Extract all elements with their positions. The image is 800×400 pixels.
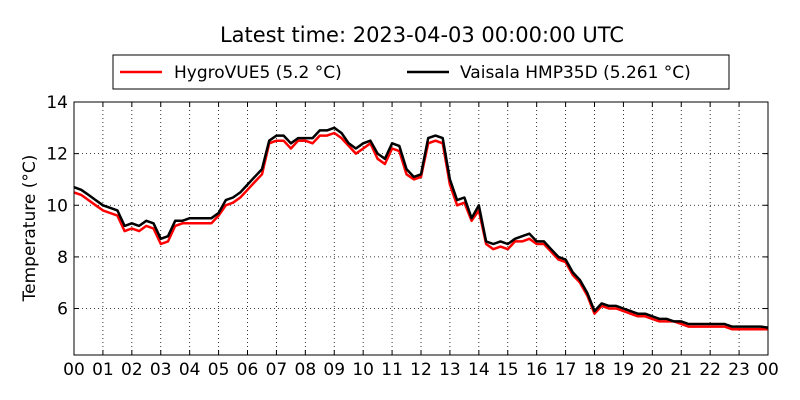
- x-axis: 00 01 02 03 04 05 06 07 08 09 10 11 12 13 14 15 16 17 18 19…: [63, 102, 779, 380]
- y-tick-label: 12: [46, 145, 68, 165]
- x-tick-label: 08: [295, 360, 317, 380]
- x-tick-label: 00: [63, 360, 85, 380]
- y-tick-label: 6: [57, 300, 68, 320]
- y-tick-label: 14: [46, 93, 68, 113]
- series-line-1: [73, 126, 769, 329]
- x-tick-label: 20: [642, 360, 664, 380]
- plot-frame: [73, 101, 769, 356]
- x-tick-label: 03: [150, 360, 172, 380]
- legend: HygroVUE5 (5.2 °C) Vaisala HMP35D (5.261…: [112, 54, 730, 90]
- x-tick-label: 06: [237, 360, 259, 380]
- x-tick-label: 23: [728, 360, 750, 380]
- x-tick-label: 19: [613, 360, 635, 380]
- x-tick-label: 02: [121, 360, 143, 380]
- x-tick-label: 10: [352, 360, 374, 380]
- x-tick-label: 01: [92, 360, 114, 380]
- x-tick-label: 14: [468, 360, 490, 380]
- x-tick-label: 07: [266, 360, 288, 380]
- legend-label-hygrovue5: HygroVUE5 (5.2 °C): [174, 63, 342, 83]
- x-tick-label: 21: [670, 360, 692, 380]
- chart-title: Latest time: 2023-04-03 00:00:00 UTC: [220, 23, 624, 47]
- x-tick-label: 16: [526, 360, 548, 380]
- grid: [74, 102, 768, 355]
- x-tick-label: 18: [584, 360, 606, 380]
- y-axis-label: Temperature (°C): [20, 155, 40, 303]
- x-tick-label: 05: [208, 360, 230, 380]
- y-axis: 6 8 10 12 14: [46, 93, 768, 320]
- series-lines: [73, 126, 769, 331]
- x-tick-label: 17: [555, 360, 577, 380]
- x-tick-label: 09: [323, 360, 345, 380]
- x-tick-label: 12: [410, 360, 432, 380]
- x-tick-label: 11: [381, 360, 403, 380]
- x-tick-label: 04: [179, 360, 201, 380]
- legend-label-vaisala: Vaisala HMP35D (5.261 °C): [460, 63, 691, 83]
- x-tick-label: 22: [699, 360, 721, 380]
- y-tick-label: 8: [57, 248, 68, 268]
- y-tick-label: 10: [46, 196, 68, 216]
- x-tick-label: 00: [757, 360, 779, 380]
- x-tick-label: 15: [497, 360, 519, 380]
- x-tick-label: 13: [439, 360, 461, 380]
- series-line-0: [73, 131, 768, 331]
